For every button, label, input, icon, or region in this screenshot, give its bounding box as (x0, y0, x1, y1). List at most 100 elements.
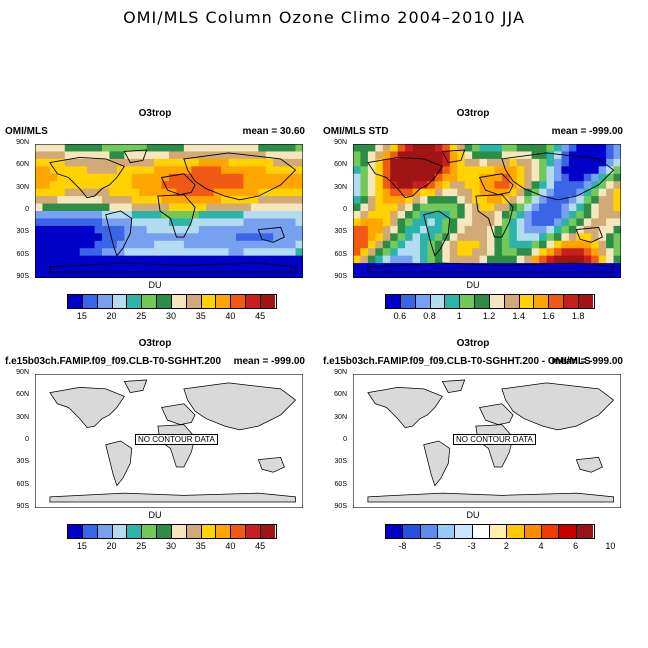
colorbar-tick-label: 2 (503, 541, 509, 551)
contour-cell (258, 263, 267, 271)
contour-cell (258, 233, 267, 242)
contour-cell (116, 240, 125, 249)
contour-cell (49, 144, 58, 152)
contour-cell (139, 151, 148, 160)
contour-cell (87, 196, 95, 204)
contour-cell (442, 158, 451, 167)
contour-cell (221, 263, 229, 271)
contour-cell (87, 211, 95, 219)
contour-cell (42, 225, 51, 234)
contour-cell (116, 233, 125, 242)
contour-cell (539, 166, 547, 175)
contour-cell (501, 211, 510, 219)
contour-cell (583, 218, 592, 227)
contour-cell (591, 203, 600, 212)
contour-cell (405, 158, 413, 167)
contour-cell (64, 225, 73, 234)
contour-cell (87, 263, 95, 271)
contour-cell (109, 218, 118, 227)
contour-cell (295, 225, 303, 234)
coastline (49, 492, 296, 503)
contour-cell (49, 218, 58, 227)
contour-cell (42, 233, 51, 242)
contour-cell (412, 225, 421, 234)
contour-cell (390, 173, 399, 182)
contour-cell (139, 166, 148, 175)
contour-cell (243, 158, 252, 167)
contour-cell (221, 166, 229, 175)
contour-cell (487, 255, 495, 264)
contour-cell (353, 270, 361, 278)
contour-cell (434, 166, 443, 175)
contour-cell (280, 166, 289, 175)
coastline (49, 387, 125, 429)
contour-cell (64, 203, 73, 212)
contour-cell (243, 225, 252, 234)
contour-cell (412, 255, 421, 264)
contour-cell (405, 248, 413, 257)
contour-cell (576, 158, 585, 167)
contour-cell (524, 203, 533, 212)
contour-cell (146, 144, 155, 152)
contour-cell (79, 233, 88, 242)
contour-cell (412, 218, 421, 227)
contour-cell (382, 225, 391, 234)
contour-cell (49, 240, 58, 249)
contour-cell (382, 196, 391, 204)
contour-cell (146, 255, 155, 264)
contour-cell (576, 248, 585, 257)
contour-cell (390, 233, 399, 242)
contour-cell (554, 188, 562, 197)
colorbar-swatch (201, 295, 217, 308)
contour-cell (427, 218, 436, 227)
contour-cell (94, 225, 103, 234)
contour-cell (183, 196, 192, 204)
contour-cell (265, 188, 274, 197)
contour-cell (427, 181, 436, 190)
contour-cell (494, 240, 503, 249)
contour-cell (405, 240, 413, 249)
contour-cell (198, 188, 207, 197)
contour-cell (561, 166, 570, 175)
contour-cell (154, 225, 162, 234)
contour-cell (250, 181, 259, 190)
contour-cell (49, 188, 58, 197)
coastline (257, 226, 285, 243)
contour-cell (94, 151, 103, 160)
contour-cell (412, 158, 421, 167)
contour-cell (49, 233, 58, 242)
contour-cell (613, 196, 621, 204)
contour-cell (102, 188, 110, 197)
contour-cell (613, 151, 621, 160)
contour-cell (64, 188, 73, 197)
contour-cell (146, 196, 155, 204)
colorbar (385, 294, 595, 309)
contour-cell (442, 218, 451, 227)
contour-cell (509, 166, 518, 175)
contour-cell (382, 158, 391, 167)
contour-cell (183, 211, 192, 219)
contour-cell (57, 270, 66, 278)
contour-cell (146, 188, 155, 197)
contour-cell (169, 151, 177, 160)
contour-cell (375, 225, 384, 234)
contour-cell (420, 233, 428, 242)
contour-cell (375, 166, 384, 175)
contour-cell (161, 203, 170, 212)
contour-cell (94, 233, 103, 242)
contour-cell (236, 255, 244, 264)
contour-cell (598, 225, 607, 234)
contour-cell (79, 218, 88, 227)
contour-cell (42, 203, 51, 212)
contour-cell (250, 211, 259, 219)
contour-cell (64, 181, 73, 190)
contour-cell (457, 225, 466, 234)
contour-cell (102, 158, 110, 167)
contour-cell (434, 255, 443, 264)
colorbar-tick-label: 4 (538, 541, 544, 551)
contour-cell (501, 151, 510, 160)
contour-cell (442, 173, 451, 182)
contour-cell (258, 166, 267, 175)
contour-cell (139, 196, 148, 204)
contour-cell (449, 158, 458, 167)
